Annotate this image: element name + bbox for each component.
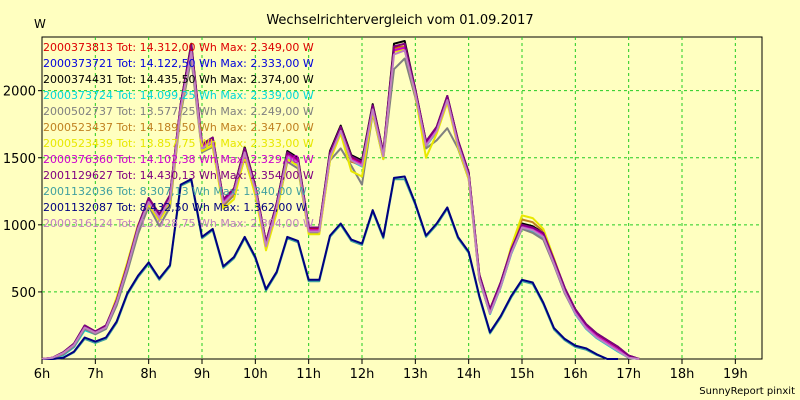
legend-entry: 2000502737 Tot: 13.577,25 Wh Max: 2.249,…	[43, 105, 314, 118]
legend-entry: 2000373724 Tot: 14.099,25 Wh Max: 2.339,…	[43, 89, 314, 102]
x-tick-label: 12h	[350, 367, 375, 382]
x-tick-label: 9h	[194, 367, 211, 382]
legend: 2000373813 Tot: 14.312,00 Wh Max: 2.349,…	[43, 41, 314, 230]
x-tick-label: 17h	[616, 367, 641, 382]
legend-entry: 2000374431 Tot: 14.435,50 Wh Max: 2.374,…	[43, 73, 314, 86]
series-line-9	[41, 42, 640, 360]
x-tick-label: 14h	[456, 367, 481, 382]
legend-entry: 2000373813 Tot: 14.312,00 Wh Max: 2.349,…	[43, 41, 314, 54]
chart-title: Wechselrichtervergleich vom 01.09.2017	[266, 13, 533, 28]
series-lines	[41, 40, 640, 360]
legend-entry: 2001129627 Tot: 14.430,13 Wh Max: 2.354,…	[43, 169, 314, 182]
y-tick-label: 1500	[3, 152, 36, 167]
legend-entry: 2000373721 Tot: 14.122,50 Wh Max: 2.333,…	[43, 57, 314, 70]
x-tick-label: 16h	[563, 367, 588, 382]
series-line-5	[41, 57, 640, 360]
y-axis-ticks: 500 1000 1500 2000	[3, 85, 42, 301]
x-tick-label: 8h	[140, 367, 157, 382]
legend-entry: 2000523439 Tot: 13.857,75 Wh Max: 2.333,…	[43, 137, 314, 150]
series-line-11	[42, 175, 618, 360]
x-axis-ticks: 6h 7h 8h 9h 10h 11h 12h 13h 14h 15h 16h 17h 18h 19h	[34, 359, 748, 382]
x-tick-label: 19h	[723, 367, 748, 382]
grid-lines	[42, 37, 762, 359]
x-tick-label: 6h	[34, 367, 51, 382]
legend-entry: 2000523437 Tot: 14.189,50 Wh Max: 2.347,…	[43, 121, 314, 134]
x-tick-label: 15h	[510, 367, 535, 382]
y-axis-unit-label: W	[34, 17, 46, 31]
x-tick-label: 13h	[403, 367, 428, 382]
y-tick-label: 1000	[3, 219, 36, 234]
footer-credit: SunnyReport pinxit	[699, 386, 795, 397]
x-tick-label: 11h	[296, 367, 321, 382]
legend-entry: 2001132036 Tot: 8.307,13 Wh Max: 1.340,0…	[43, 185, 307, 198]
legend-entry: 2001132087 Tot: 8.432,50 Wh Max: 1.362,0…	[43, 201, 307, 214]
series-line-12	[41, 49, 640, 360]
x-tick-label: 7h	[87, 367, 104, 382]
y-tick-label: 2000	[3, 85, 36, 100]
x-tick-label: 10h	[243, 367, 268, 382]
x-tick-label: 18h	[670, 367, 695, 382]
y-tick-label: 500	[11, 286, 36, 301]
legend-entry: 2000376360 Tot: 14.102,38 Wh Max: 2.329,…	[43, 153, 314, 166]
legend-entry: 2000316124 Tot: 13.928,75 Wh Max: 2.304,…	[43, 217, 314, 230]
